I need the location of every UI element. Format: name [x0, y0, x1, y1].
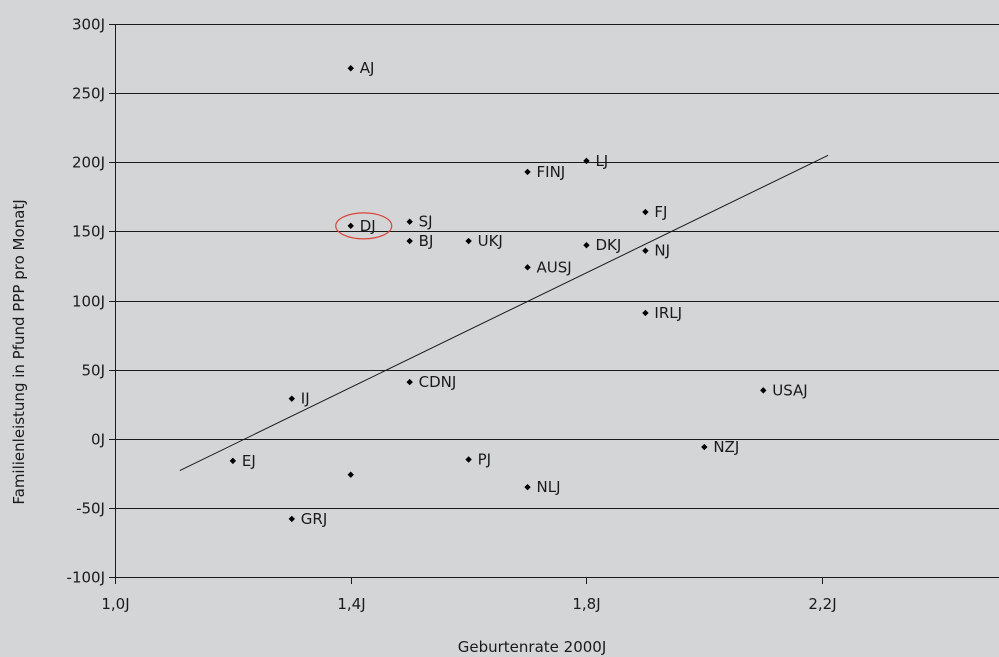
data-point-label: AUSJ: [537, 258, 572, 276]
data-point-marker: [583, 157, 590, 165]
data-point-label: FJ: [654, 203, 667, 221]
highlight-ellipse: [335, 212, 393, 240]
data-point-marker: [465, 237, 472, 245]
x-tick-label: 1,0J: [101, 595, 129, 613]
data-point-label: USAJ: [772, 381, 807, 399]
data-point-marker: [524, 483, 531, 491]
data-point-label: NJ: [654, 242, 670, 260]
x-tick-label: 2,2J: [808, 595, 836, 613]
y-tick-label: 100J: [72, 293, 105, 311]
y-axis-title: Familienleistung in Pfund PPP pro MonatJ: [10, 199, 28, 504]
axes: -100J -50J 0J 50J 100J 150J 200J 250J 300J 1,0J 1,…: [67, 16, 999, 613]
data-point-marker: [347, 222, 354, 230]
data-point-marker: [524, 264, 531, 271]
data-point-label: NZJ: [713, 438, 739, 456]
y-tick-label: 200J: [72, 154, 105, 172]
y-tick-label: 50J: [81, 362, 105, 380]
y-tick-label: 300J: [72, 16, 105, 34]
data-point-marker: [406, 378, 413, 386]
data-point-label: IJ: [301, 390, 310, 408]
data-point-label: BJ: [419, 232, 434, 250]
x-tick-label: 1,4J: [337, 595, 365, 613]
y-tick-label: -50J: [76, 500, 105, 518]
data-point-label: SJ: [419, 213, 433, 231]
data-point-marker: [406, 218, 413, 225]
data-point-label: LJ: [595, 152, 608, 170]
data-point-label: PJ: [478, 450, 491, 468]
data-point-marker: [642, 208, 649, 216]
data-point-label: DKJ: [595, 236, 621, 254]
data-point-label: EJ: [242, 452, 256, 470]
data-point-marker: [524, 168, 531, 176]
grid-lines: [115, 24, 999, 509]
data-point-label: CDNJ: [419, 373, 457, 391]
data-point-label: AJ: [360, 59, 375, 77]
data-point-marker: [288, 515, 295, 523]
data-point-marker: [642, 247, 649, 254]
y-tick-label: 0J: [91, 431, 105, 449]
y-tick-label: 250J: [72, 85, 105, 103]
data-point-marker: [642, 309, 649, 317]
data-point-label: FINJ: [537, 163, 566, 181]
data-point-marker: [347, 471, 354, 478]
trendline-group: [179, 154, 829, 471]
data-point-marker: [347, 65, 354, 72]
data-point-marker: [288, 395, 295, 402]
x-tick-label: 1,8J: [572, 595, 600, 613]
y-tick-label: -100J: [67, 569, 105, 587]
data-point-marker: [701, 443, 708, 451]
data-point-label: IRLJ: [654, 304, 682, 322]
data-point-marker: [229, 457, 237, 465]
data-point-marker: [465, 456, 472, 463]
data-point-label: GRJ: [301, 510, 327, 528]
data-point-label: UKJ: [478, 232, 503, 250]
data-point-marker: [406, 237, 413, 245]
y-tick-label: 150J: [72, 223, 105, 241]
data-point-marker: [760, 387, 767, 394]
data-point-marker: [583, 242, 590, 249]
data-points: AJ LJ FINJ FJ SJ DJ BJ UKJ DKJ NJ AUSJ IRLJ CDNJ USAJ…: [229, 59, 808, 528]
data-point-label: DJ: [360, 217, 376, 235]
trendline: [179, 154, 829, 471]
x-axis-title: Geburtenrate 2000J: [458, 638, 607, 656]
data-point-label: NLJ: [537, 478, 561, 496]
